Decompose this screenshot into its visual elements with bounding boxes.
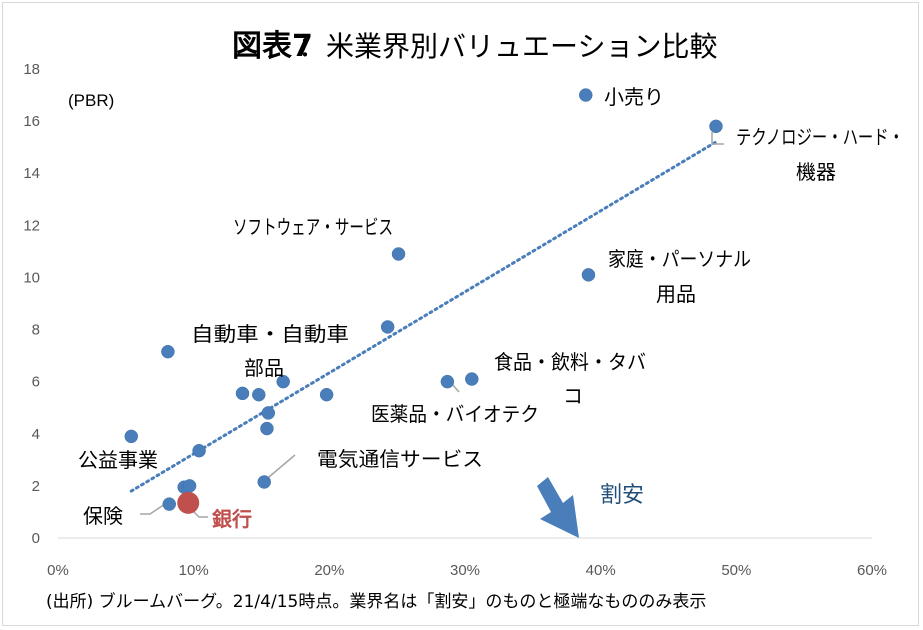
label-autos-line2: 部品 [244, 356, 284, 380]
data-point [182, 479, 197, 493]
label-household-line2: 用品 [656, 282, 696, 306]
y-tick-label: 2 [32, 478, 40, 495]
label-telecom: 電気通信サービス [317, 447, 483, 471]
x-tick-label: 20% [314, 562, 344, 579]
data-point [235, 386, 250, 401]
data-point [124, 429, 139, 444]
x-tick-labels: 0% 10% 20% 30% 40% 50% 60% [47, 562, 887, 579]
label-software: ソフトウェア・サービス [233, 215, 393, 239]
data-point [261, 406, 276, 420]
trendline [129, 140, 718, 493]
data-point [578, 88, 593, 102]
y-tick-label: 12 [23, 217, 40, 234]
label-tech-hw-line1: テクノロジー・ハード・ [736, 125, 904, 149]
data-point [465, 372, 479, 386]
label-cheap: 割安 [600, 483, 644, 508]
source-note: (出所) ブルームバーグ。21/4/15時点。業界名は「割安」のものと極端なもの… [46, 591, 706, 612]
cheap-arrow-icon [537, 477, 579, 538]
label-autos-line1: 自動車・自動車 [191, 322, 349, 346]
y-tick-label: 16 [23, 113, 40, 130]
label-utilities: 公益事業 [78, 448, 158, 472]
data-point [581, 268, 596, 282]
chart-title-main: 図表7 [232, 29, 313, 64]
label-retail: 小売り [604, 85, 664, 109]
y-tick-label: 0 [32, 530, 40, 547]
leader-lines [140, 132, 724, 518]
data-point [380, 320, 395, 334]
data-point [192, 443, 206, 458]
leader-insurance [140, 501, 169, 515]
label-insurance: 保険 [83, 504, 123, 528]
data-point [319, 387, 334, 402]
label-household-line1: 家庭・パーソナル [608, 247, 751, 271]
chart-title: 図表7 ：米業界別バリュエーション比較 [232, 29, 717, 64]
y-tick-labels: 0 2 4 6 8 10 12 14 16 18 [23, 61, 40, 547]
x-tick-label: 0% [47, 562, 69, 579]
data-point [440, 374, 455, 389]
y-tick-label: 18 [23, 61, 40, 78]
x-tick-label: 60% [857, 562, 887, 579]
x-tick-label: 30% [450, 562, 480, 579]
y-tick-label: 4 [32, 426, 40, 443]
data-point [161, 344, 175, 359]
label-pharma: 医薬品・バイオテク [371, 402, 539, 426]
data-point [276, 374, 290, 389]
data-point [257, 475, 271, 489]
label-tech-hw-line2: 機器 [796, 160, 836, 184]
data-points [124, 88, 723, 511]
leader-tech-hw [711, 132, 724, 145]
y-axis-label: (PBR) [68, 91, 114, 110]
data-point [162, 497, 176, 511]
y-tick-label: 10 [23, 269, 40, 286]
data-point [252, 387, 266, 402]
x-tick-label: 40% [586, 562, 616, 579]
data-point-banks [177, 491, 200, 514]
y-tick-label: 14 [23, 165, 40, 182]
label-banks: 銀行 [212, 507, 252, 531]
y-tick-label: 6 [32, 374, 40, 391]
x-tick-label: 10% [179, 562, 209, 579]
x-tick-label: 50% [721, 562, 751, 579]
label-food-line1: 食品・飲料・タバ [494, 350, 646, 374]
label-food-line2: コ [563, 384, 583, 408]
leader-pharma [451, 383, 460, 393]
data-point [391, 247, 406, 261]
y-tick-label: 8 [32, 322, 40, 339]
data-point [709, 119, 723, 134]
chart-title-sub: ：米業界別バリュエーション比較 [298, 30, 717, 63]
data-point [260, 421, 274, 436]
